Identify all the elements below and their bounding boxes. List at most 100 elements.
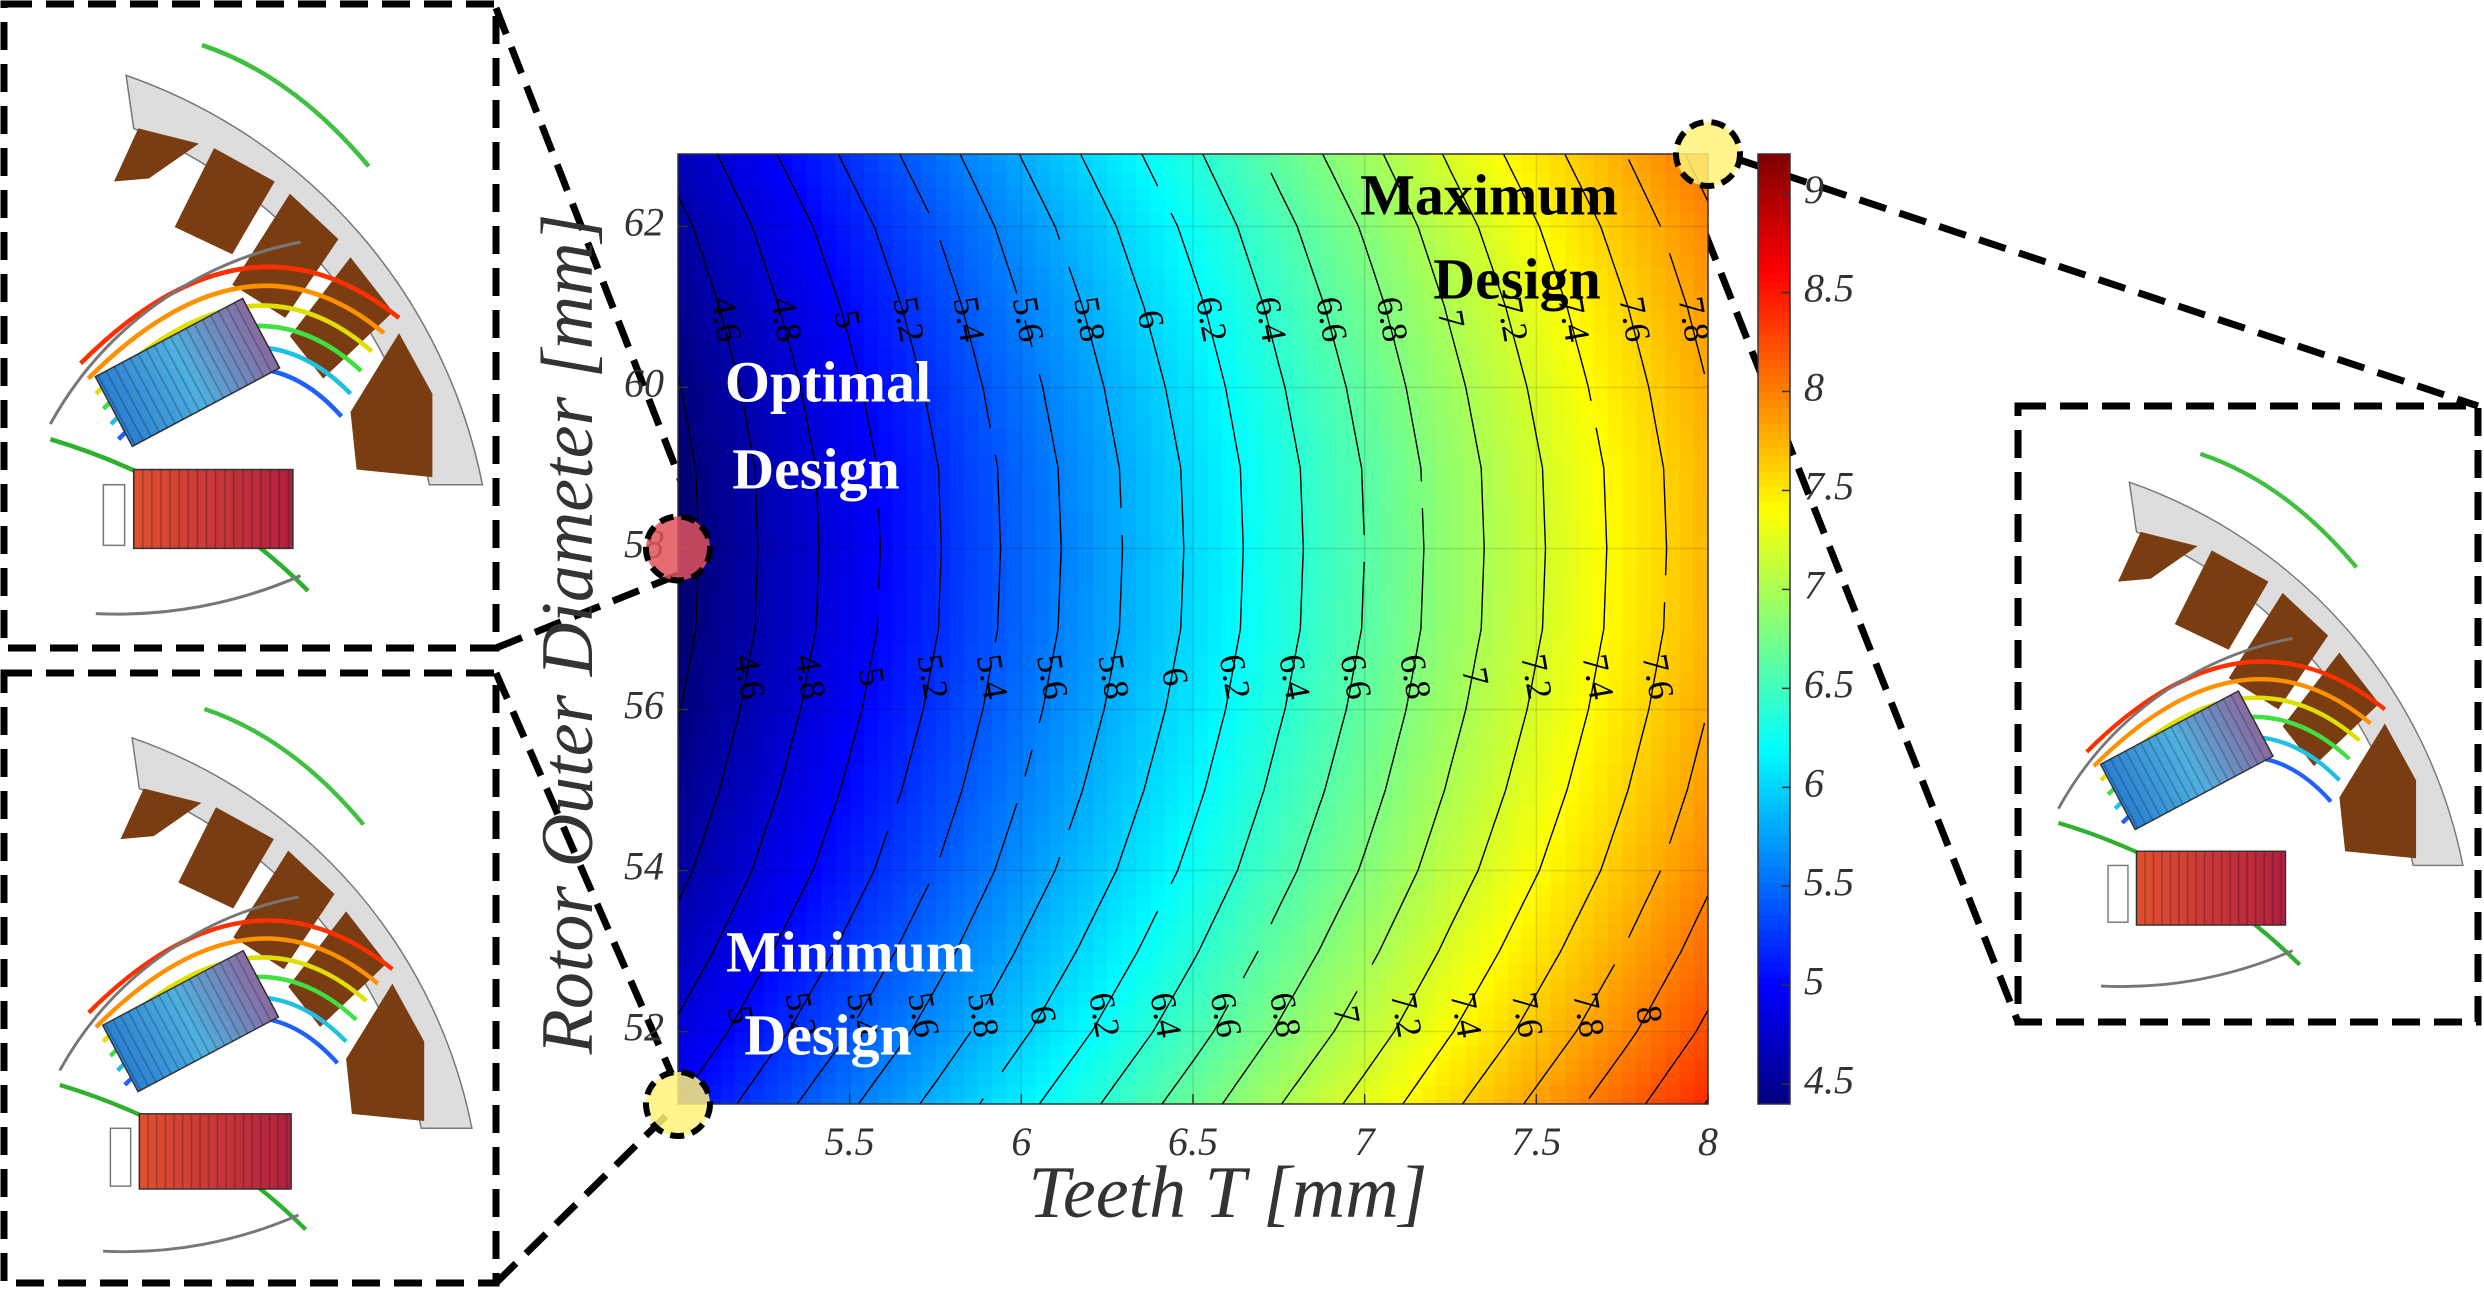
- field-cell: [1436, 1071, 1452, 1086]
- field-cell: [806, 883, 822, 898]
- field-cell: [1464, 883, 1480, 898]
- field-cell: [1336, 615, 1351, 630]
- field-cell: [1193, 924, 1208, 939]
- field-cell: [1135, 669, 1151, 684]
- field-cell: [1164, 910, 1180, 925]
- field-cell: [1693, 629, 1708, 644]
- field-cell: [1493, 629, 1509, 644]
- field-cell: [763, 682, 779, 697]
- field-cell: [1607, 347, 1623, 362]
- field-cell: [1064, 441, 1080, 456]
- field-cell: [1193, 320, 1208, 335]
- field-cell: [1693, 454, 1708, 469]
- field-cell: [863, 1018, 879, 1033]
- field-cell: [1421, 870, 1437, 885]
- field-cell: [1049, 1058, 1065, 1073]
- field-cell: [1593, 1004, 1609, 1019]
- field-cell: [1107, 897, 1123, 912]
- field-cell: [692, 790, 708, 805]
- field-cell: [1607, 883, 1623, 898]
- field-cell: [1321, 682, 1337, 697]
- field-cell: [1622, 561, 1638, 576]
- field-cell: [1421, 736, 1437, 751]
- field-cell: [1421, 749, 1437, 764]
- field-cell: [678, 360, 693, 375]
- field-cell: [1049, 306, 1065, 321]
- field-cell: [1250, 253, 1266, 268]
- field-cell: [1564, 830, 1580, 845]
- field-cell: [1107, 575, 1123, 590]
- field-cell: [1364, 709, 1380, 724]
- field-cell: [1650, 883, 1666, 898]
- field-cell: [1150, 467, 1165, 483]
- field-cell: [992, 186, 1008, 201]
- field-cell: [706, 776, 722, 791]
- field-cell: [1693, 266, 1708, 281]
- field-cell: [749, 186, 765, 201]
- field-cell: [1564, 964, 1580, 979]
- field-cell: [1421, 575, 1437, 590]
- field-cell: [1307, 830, 1323, 845]
- field-cell: [778, 186, 794, 201]
- field-cell: [678, 186, 693, 201]
- field-cell: [1593, 387, 1609, 402]
- field-cell: [1650, 1085, 1666, 1100]
- field-cell: [1121, 790, 1137, 805]
- field-cell: [935, 508, 951, 523]
- field-cell: [1135, 977, 1151, 992]
- field-cell: [749, 494, 765, 509]
- field-cell: [892, 722, 908, 737]
- field-cell: [1378, 1085, 1394, 1100]
- field-cell: [1564, 857, 1580, 872]
- field-cell: [1035, 655, 1051, 670]
- field-cell: [1421, 897, 1437, 912]
- field-cell: [1049, 843, 1065, 858]
- field-cell: [1064, 1058, 1080, 1073]
- field-cell: [1321, 964, 1337, 979]
- field-cell: [835, 1058, 851, 1073]
- field-cell: [678, 454, 693, 469]
- field-cell: [1250, 857, 1266, 872]
- field-cell: [720, 454, 736, 469]
- field-cell: [1250, 494, 1266, 509]
- field-cell: [892, 239, 908, 254]
- field-cell: [1579, 830, 1595, 845]
- field-cell: [720, 816, 736, 831]
- field-cell: [1650, 387, 1666, 402]
- field-cell: [878, 414, 894, 429]
- field-cell: [935, 669, 951, 684]
- field-cell: [1364, 763, 1380, 778]
- field-cell: [792, 897, 808, 912]
- field-cell: [1035, 467, 1051, 483]
- field-cell: [1021, 320, 1037, 335]
- field-cell: [1121, 615, 1137, 630]
- field-cell: [1092, 615, 1108, 630]
- field-cell: [1364, 843, 1380, 858]
- inset-motor: [60, 709, 472, 1252]
- field-cell: [1264, 615, 1280, 630]
- field-cell: [949, 347, 965, 362]
- field-cell: [1092, 1098, 1108, 1104]
- field-cell: [1378, 1031, 1394, 1046]
- field-cell: [949, 749, 965, 764]
- field-cell: [1579, 1098, 1595, 1104]
- field-cell: [1421, 1098, 1437, 1104]
- field-cell: [1522, 387, 1537, 402]
- field-cell: [1064, 803, 1080, 818]
- field-cell: [1150, 441, 1165, 456]
- field-cell: [692, 1058, 708, 1073]
- field-cell: [863, 154, 879, 160]
- field-cell: [1264, 696, 1280, 711]
- field-cell: [1407, 521, 1423, 536]
- field-cell: [1622, 266, 1638, 281]
- field-cell: [1150, 642, 1165, 657]
- field-cell: [892, 991, 908, 1006]
- field-cell: [1336, 977, 1351, 992]
- field-cell: [992, 883, 1008, 898]
- field-cell: [1193, 521, 1208, 536]
- field-cell: [1121, 629, 1137, 644]
- field-cell: [1622, 830, 1638, 845]
- field-cell: [749, 280, 765, 295]
- field-cell: [1064, 655, 1080, 670]
- field-cell: [1178, 1085, 1194, 1100]
